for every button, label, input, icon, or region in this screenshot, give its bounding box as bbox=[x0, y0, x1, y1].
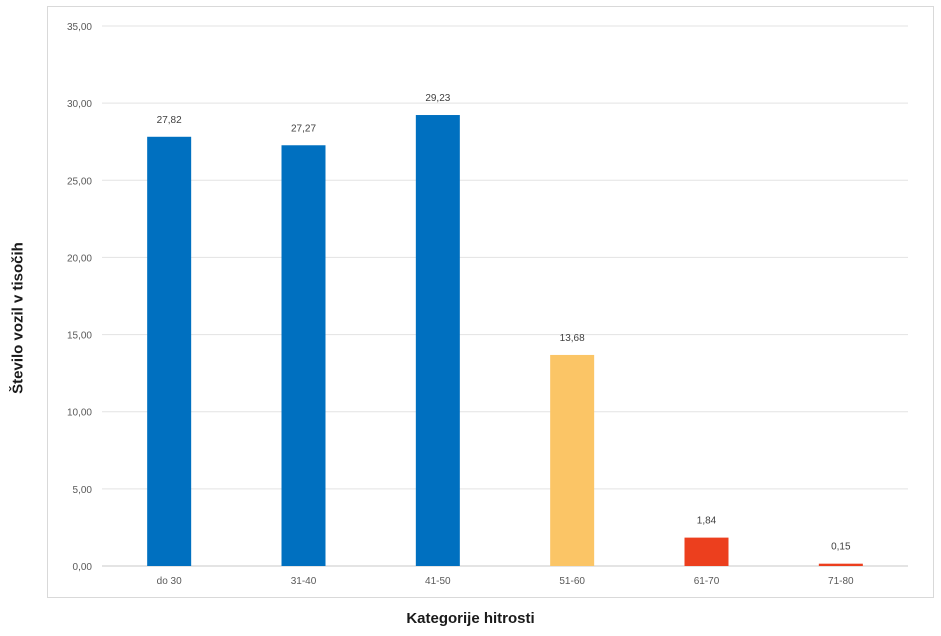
data-label: 13,68 bbox=[560, 333, 585, 344]
chart-frame bbox=[47, 6, 934, 598]
y-tick-label: 35,00 bbox=[67, 22, 92, 33]
bar bbox=[415, 115, 460, 566]
y-tick-label: 5,00 bbox=[73, 485, 93, 496]
y-tick-label: 0,00 bbox=[73, 562, 93, 573]
y-tick-label: 20,00 bbox=[67, 253, 92, 264]
data-label: 0,15 bbox=[831, 542, 851, 553]
y-axis-label: Število vozil v tisočih bbox=[9, 242, 27, 394]
x-tick-label: 61-70 bbox=[694, 576, 720, 587]
x-tick-label: do 30 bbox=[157, 576, 182, 587]
y-tick-label: 10,00 bbox=[67, 408, 92, 419]
y-tick-label: 25,00 bbox=[67, 176, 92, 187]
x-tick-label: 71-80 bbox=[828, 576, 854, 587]
data-label: 27,27 bbox=[291, 123, 316, 134]
bar bbox=[147, 136, 192, 566]
x-tick-label: 51-60 bbox=[559, 576, 585, 587]
data-label: 29,23 bbox=[425, 93, 450, 104]
bar bbox=[550, 354, 595, 566]
bar-chart: 0,00 5,00 10,00 15,00 20,00 25,00 30,00 35,00 27… bbox=[67, 22, 908, 587]
data-label: 1,84 bbox=[697, 516, 717, 527]
x-tick-label: 41-50 bbox=[425, 576, 451, 587]
x-axis-label: Kategorije hitrosti bbox=[406, 610, 535, 627]
bar bbox=[684, 537, 729, 566]
bar bbox=[281, 145, 326, 566]
x-tick-label: 31-40 bbox=[291, 576, 317, 587]
y-tick-label: 30,00 bbox=[67, 99, 92, 110]
y-tick-label: 15,00 bbox=[67, 331, 92, 342]
bar bbox=[818, 563, 863, 566]
data-label: 27,82 bbox=[157, 115, 182, 126]
